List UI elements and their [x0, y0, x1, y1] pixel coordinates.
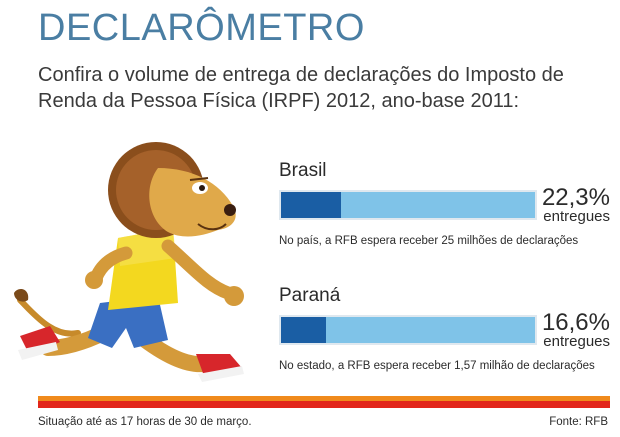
- stat-unit: entregues: [543, 208, 610, 225]
- stat-bar-row: 16,6% entregues: [279, 310, 614, 354]
- progress-bar-track: [279, 315, 537, 345]
- stat-brasil: Brasil 22,3% entregues No país, a RFB es…: [279, 160, 614, 248]
- footer-divider-red: [38, 401, 610, 408]
- footer-status: Situação até as 17 horas de 30 de março.: [38, 416, 252, 428]
- footer-divider-orange: [38, 396, 610, 401]
- page-subtitle: Confira o volume de entrega de declaraçõ…: [38, 64, 564, 112]
- page-title: DECLARÔMETRO: [38, 7, 365, 49]
- stat-percent: 16,6%: [541, 309, 610, 336]
- stat-percent: 22,3%: [541, 184, 610, 211]
- stat-label: Paraná: [279, 285, 341, 306]
- stat-note: No país, a RFB espera receber 25 milhões…: [279, 235, 579, 247]
- running-lion-illustration: [14, 142, 244, 382]
- footer-source: Fonte: RFB: [549, 416, 608, 428]
- progress-bar-fill: [281, 317, 326, 343]
- stat-parana: Paraná 16,6% entregues No estado, a RFB …: [279, 285, 614, 373]
- progress-bar-fill: [281, 192, 342, 218]
- stat-note: No estado, a RFB espera receber 1,57 mil…: [279, 360, 595, 372]
- stat-unit: entregues: [543, 333, 610, 350]
- progress-bar-track: [279, 190, 537, 220]
- stat-bar-row: 22,3% entregues: [279, 185, 614, 229]
- stat-label: Brasil: [279, 160, 327, 181]
